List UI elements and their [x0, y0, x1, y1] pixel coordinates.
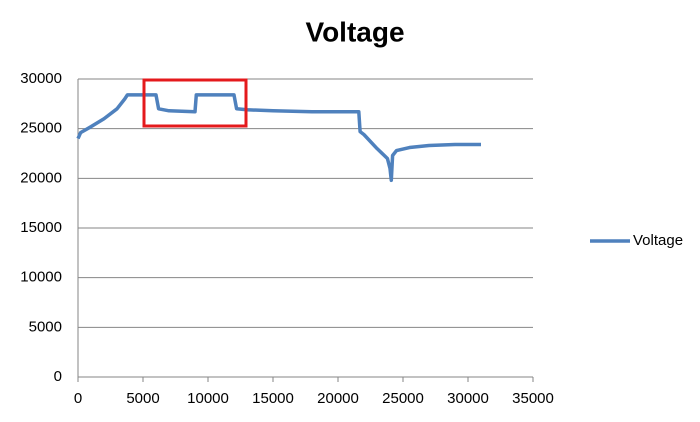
x-tick-label: 30000	[447, 390, 489, 407]
legend-label: Voltage	[633, 232, 683, 249]
x-tick-label: 0	[74, 390, 82, 407]
x-tick-label: 25000	[382, 390, 424, 407]
x-tick-label: 15000	[252, 390, 294, 407]
x-tick-label: 35000	[512, 390, 554, 407]
y-tick-label: 15000	[20, 219, 62, 236]
y-tick-label: 30000	[20, 70, 62, 87]
chart-title: Voltage	[305, 16, 404, 47]
y-tick-label: 5000	[29, 318, 62, 335]
x-tick-label: 5000	[126, 390, 159, 407]
data-line	[76, 93, 481, 183]
y-tick-label: 20000	[20, 169, 62, 186]
y-tick-label: 0	[54, 368, 62, 385]
y-tick-label: 10000	[20, 269, 62, 286]
highlight-box	[142, 78, 248, 128]
x-tick-label: 10000	[187, 390, 229, 407]
x-tick-label: 20000	[317, 390, 359, 407]
y-tick-label: 25000	[20, 120, 62, 137]
